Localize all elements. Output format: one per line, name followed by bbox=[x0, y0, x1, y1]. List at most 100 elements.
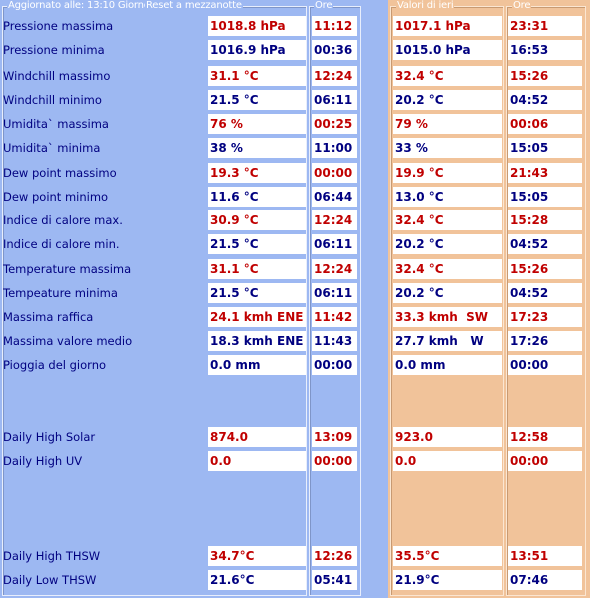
yesterday-time: 07:46 bbox=[508, 570, 582, 590]
today-time: 00:00 bbox=[312, 451, 357, 471]
today-time: 12:24 bbox=[312, 210, 357, 230]
today-time: 06:44 bbox=[312, 187, 357, 207]
yesterday-time: 15:26 bbox=[508, 259, 582, 279]
yesterday-time: 00:06 bbox=[508, 114, 582, 134]
today-time: 00:00 bbox=[312, 163, 357, 183]
yesterday-value: 32.4 °C bbox=[393, 259, 502, 279]
yesterday-value: 923.0 bbox=[393, 427, 502, 447]
yesterday-value: 13.0 °C bbox=[393, 187, 502, 207]
today-time: 11:12 bbox=[312, 16, 357, 36]
today-time: 12:26 bbox=[312, 546, 357, 566]
yesterday-time: 15:05 bbox=[508, 138, 582, 158]
row-label: Temperature massima bbox=[3, 262, 132, 276]
yesterday-value: 21.9°C bbox=[393, 570, 502, 590]
yesterday-value: 33.3 kmh SW bbox=[393, 307, 502, 327]
today-value: 31.1 °C bbox=[208, 259, 306, 279]
today-value: 1016.9 hPa bbox=[208, 40, 306, 60]
yesterday-time: 00:00 bbox=[508, 451, 582, 471]
today-time: 13:09 bbox=[312, 427, 357, 447]
yesterday-time: 15:26 bbox=[508, 66, 582, 86]
row-label: Indice di calore max. bbox=[3, 213, 123, 227]
row-label: Windchill minimo bbox=[3, 93, 102, 107]
today-value: 21.6°C bbox=[208, 570, 306, 590]
yesterday-time: 15:05 bbox=[508, 187, 582, 207]
today-value: 31.1 °C bbox=[208, 66, 306, 86]
yesterday-time: 23:31 bbox=[508, 16, 582, 36]
today-time-group bbox=[309, 6, 361, 596]
today-time: 11:43 bbox=[312, 331, 357, 351]
row-label: Tempeature minima bbox=[3, 286, 118, 300]
today-value: 21.5 °C bbox=[208, 90, 306, 110]
row-label: Pressione massima bbox=[3, 19, 114, 33]
row-label: Massima valore medio bbox=[3, 334, 133, 348]
yesterday-time: 04:52 bbox=[508, 283, 582, 303]
today-value: 0.0 bbox=[208, 451, 306, 471]
yesterday-label: Valori di ieri bbox=[396, 0, 455, 11]
yesterday-value: 33 % bbox=[393, 138, 502, 158]
today-value: 19.3 °C bbox=[208, 163, 306, 183]
today-time: 12:24 bbox=[312, 66, 357, 86]
time-yesterday-label: Ore bbox=[512, 0, 532, 11]
yesterday-time: 13:51 bbox=[508, 546, 582, 566]
yesterday-time: 17:26 bbox=[508, 331, 582, 351]
yesterday-value: 20.2 °C bbox=[393, 90, 502, 110]
yesterday-time: 17:23 bbox=[508, 307, 582, 327]
yesterday-value: 27.7 kmh W bbox=[393, 331, 502, 351]
row-label: Daily High Solar bbox=[3, 430, 96, 444]
today-value: 30.9 °C bbox=[208, 210, 306, 230]
row-label: Pioggia del giorno bbox=[3, 358, 107, 372]
row-label: Daily High THSW bbox=[3, 549, 101, 563]
row-label: Umidita` massima bbox=[3, 117, 109, 131]
row-label: Dew point minimo bbox=[3, 190, 109, 204]
row-label: Massima raffica bbox=[3, 310, 94, 324]
updated-label: Aggiornato alle: 13:10 Giorno bbox=[7, 0, 151, 11]
row-label: Daily Low THSW bbox=[3, 573, 97, 587]
reset-label: Reset a mezzanotte bbox=[145, 0, 243, 11]
row-label: Daily High UV bbox=[3, 454, 83, 468]
today-value: 0.0 mm bbox=[208, 355, 306, 375]
today-value: 76 % bbox=[208, 114, 306, 134]
today-time: 00:00 bbox=[312, 355, 357, 375]
yesterday-time: 00:00 bbox=[508, 355, 582, 375]
yesterday-time: 04:52 bbox=[508, 90, 582, 110]
yesterday-value: 20.2 °C bbox=[393, 234, 502, 254]
row-label: Umidita` minima bbox=[3, 141, 101, 155]
today-time: 05:41 bbox=[312, 570, 357, 590]
yesterday-time: 04:52 bbox=[508, 234, 582, 254]
yesterday-value: 0.0 bbox=[393, 451, 502, 471]
row-label: Windchill massimo bbox=[3, 69, 111, 83]
time-today-label: Ore bbox=[314, 0, 334, 11]
yesterday-time: 21:43 bbox=[508, 163, 582, 183]
yesterday-value: 20.2 °C bbox=[393, 283, 502, 303]
yesterday-value: 1015.0 hPa bbox=[393, 40, 502, 60]
today-value: 21.5 °C bbox=[208, 234, 306, 254]
today-time: 12:24 bbox=[312, 259, 357, 279]
yesterday-time: 15:28 bbox=[508, 210, 582, 230]
yesterday-time-group bbox=[506, 6, 586, 596]
today-time: 06:11 bbox=[312, 283, 357, 303]
yesterday-time: 12:58 bbox=[508, 427, 582, 447]
yesterday-value: 32.4 °C bbox=[393, 210, 502, 230]
row-label: Dew point massimo bbox=[3, 166, 117, 180]
yesterday-value: 19.9 °C bbox=[393, 163, 502, 183]
today-value: 21.5 °C bbox=[208, 283, 306, 303]
today-time: 00:25 bbox=[312, 114, 357, 134]
today-time: 06:11 bbox=[312, 90, 357, 110]
today-value: 38 % bbox=[208, 138, 306, 158]
yesterday-value: 0.0 mm bbox=[393, 355, 502, 375]
row-label: Pressione minima bbox=[3, 43, 105, 57]
yesterday-value: 35.5°C bbox=[393, 546, 502, 566]
today-value: 11.6 °C bbox=[208, 187, 306, 207]
today-value: 874.0 bbox=[208, 427, 306, 447]
today-time: 00:36 bbox=[312, 40, 357, 60]
yesterday-time: 16:53 bbox=[508, 40, 582, 60]
today-time: 06:11 bbox=[312, 234, 357, 254]
today-value: 34.7°C bbox=[208, 546, 306, 566]
today-value: 24.1 kmh ENE bbox=[208, 307, 306, 327]
yesterday-value: 1017.1 hPa bbox=[393, 16, 502, 36]
row-label: Indice di calore min. bbox=[3, 237, 120, 251]
today-value: 1018.8 hPa bbox=[208, 16, 306, 36]
today-time: 11:00 bbox=[312, 138, 357, 158]
yesterday-value: 32.4 °C bbox=[393, 66, 502, 86]
